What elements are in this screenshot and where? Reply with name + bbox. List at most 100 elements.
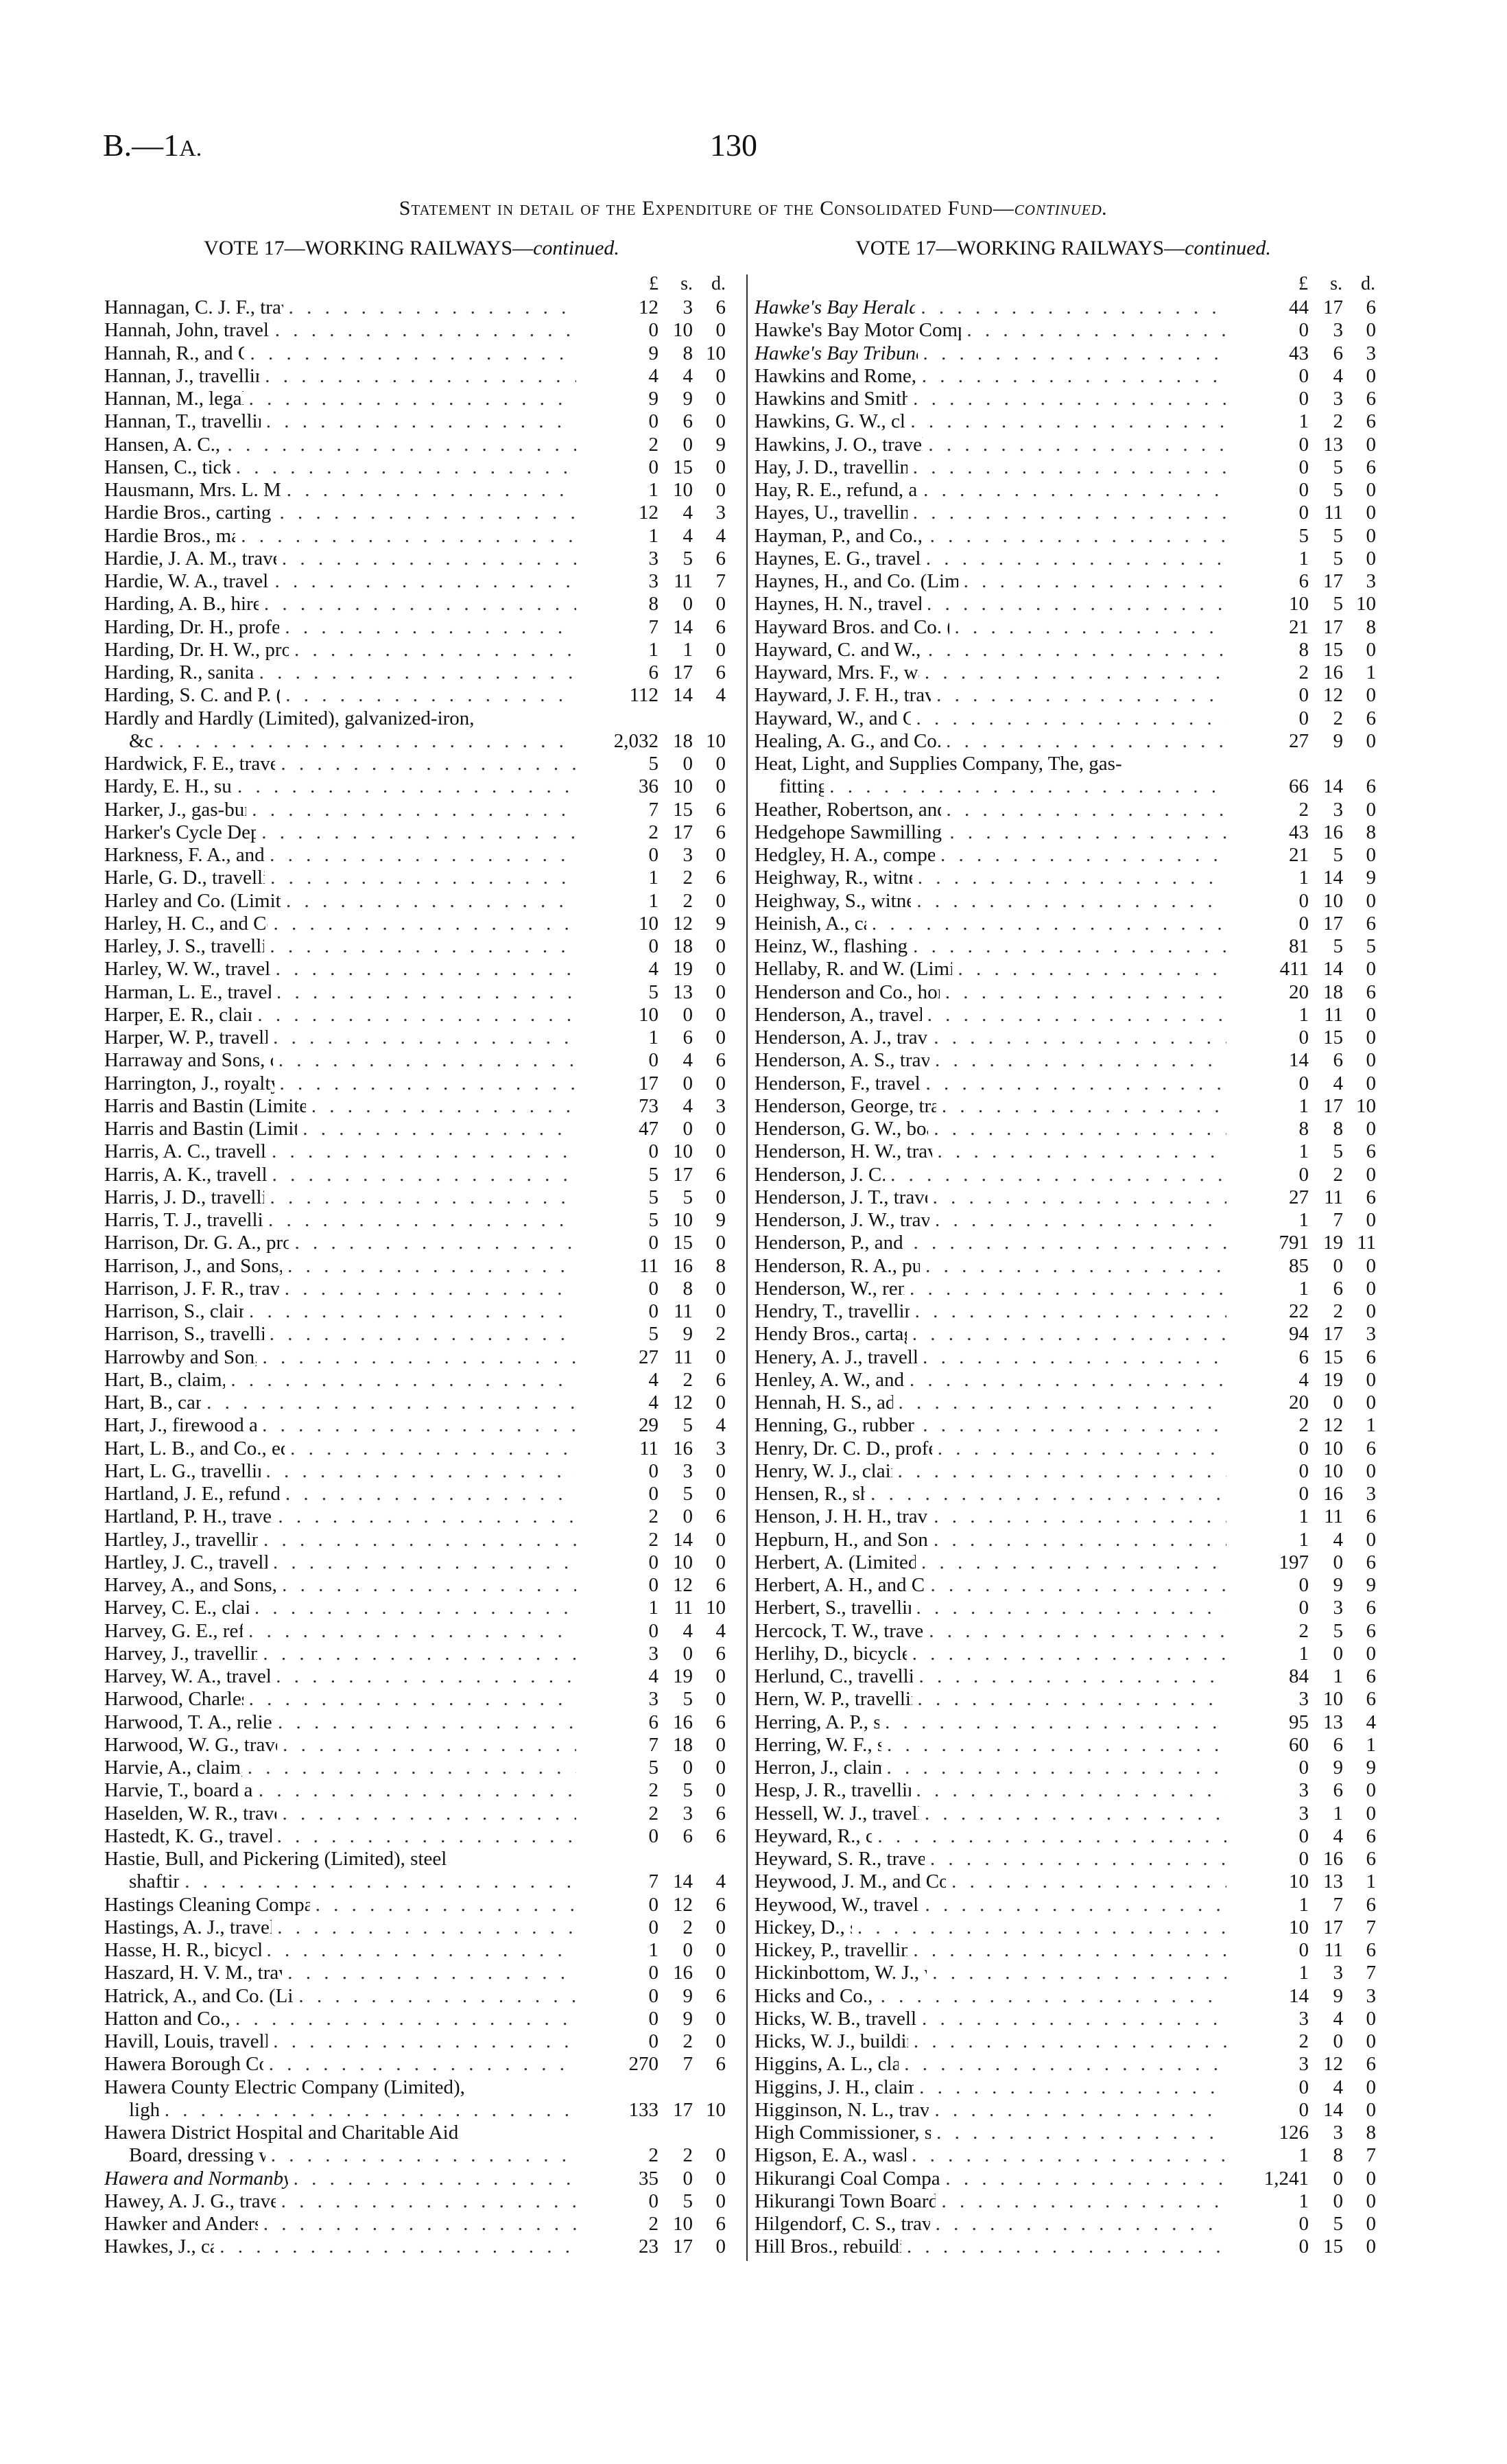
entry-name-text: Hayward Bros. and Co. (Limited), paint, …	[755, 615, 949, 638]
ledger-entry: Henderson, P., and Co., freight. . . . .…	[755, 1232, 1376, 1254]
ledger-entry: Hawkins, G. W., claim, liquor. . . . . .…	[755, 410, 1376, 433]
amount-pence: 0	[715, 1779, 726, 1802]
ledger-entry: Harkness, F. A., and Co., cartage. . . .…	[104, 844, 726, 867]
amount-pounds: 1	[1298, 867, 1309, 889]
entry-name: Higson, E. A., washing towels	[755, 2144, 906, 2167]
statement-title-text: Statement in detail of the Expenditure o…	[399, 197, 1014, 220]
ledger-entry: Henderson, F., travelling-expenses. . . …	[755, 1072, 1376, 1095]
dot-leader: . . . . . . . . . . . . . . . . . . . . …	[917, 1688, 1226, 1711]
amount-pounds: 14	[1289, 1984, 1309, 2007]
amount-pence: 6	[1366, 296, 1377, 318]
amount-pounds: 5	[648, 753, 659, 775]
amount-pence: 0	[715, 753, 726, 775]
entry-name: Hilgendorf, C. S., travelling-expenses	[755, 2213, 930, 2236]
amount-pence: 10	[706, 342, 726, 364]
dot-leader: . . . . . . . . . . . . . . . . . . . . …	[934, 1026, 1226, 1048]
dot-leader: . . . . . . . . . . . . . . . . . . . . …	[913, 1232, 1226, 1254]
ledger-entry-continuation: &c.. . . . . . . . . . . . . . . . . . .…	[104, 730, 726, 753]
amount-pence: 6	[1366, 1619, 1377, 1642]
dot-leader: . . . . . . . . . . . . . . . . . . . . …	[937, 1437, 1226, 1459]
entry-name-text: Henderson, George, travelling-expenses	[755, 1094, 936, 1117]
entry-name-text: Haynes, H., and Co. (Limited), cases, ma…	[755, 570, 958, 592]
entry-name-text: Hayward, W., and Co., cab-hire	[755, 707, 911, 729]
amount-shillings: 5	[1333, 844, 1344, 866]
ledger-entry: Henderson, J. T., travelling-expenses. .…	[755, 1186, 1376, 1209]
entry-name-text: Harman, L. E., travelling-expenses	[104, 981, 271, 1003]
amount-pence: 9	[1366, 1757, 1377, 1779]
amount-pounds: 4	[648, 1665, 659, 1687]
amount-pence: 6	[715, 1049, 726, 1072]
ledger-entry: Herlund, C., travelling-expenses. . . . …	[755, 1665, 1376, 1688]
entry-name-text: Henderson, J. W., travelling-expenses	[755, 1209, 930, 1231]
dot-leader: . . . . . . . . . . . . . . . . . . . . …	[916, 889, 1226, 912]
dot-leader: . . . . . . . . . . . . . . . . . . . . …	[279, 1072, 576, 1094]
amount-pounds: 133	[628, 2098, 659, 2121]
entry-name: Harrison, J. F. R., travelling-expenses	[104, 1278, 279, 1300]
ledger-entry: Hawera District Hospital and Charitable …	[104, 2122, 726, 2144]
entry-name-text: Herring, W. F., sleepers	[755, 1733, 881, 1756]
entry-name: Hikurangi Town Board, sanitary service	[755, 2190, 936, 2213]
entry-name: Heighway, S., witness expenses	[755, 890, 911, 913]
dot-leader: . . . . . . . . . . . . . . . . . . . . …	[268, 2053, 576, 2076]
amount-pounds: 1	[1298, 1277, 1309, 1300]
amount-pence: 4	[1366, 1711, 1377, 1733]
entry-name-text: Heat, Light, and Supplies Company, The, …	[755, 753, 1122, 775]
amount-shillings: 11	[674, 1300, 693, 1322]
ledger-entry: Henning, G., rubber solution, &c. . . . .…	[755, 1414, 1376, 1437]
entry-name: Hicks, W. J., building chimney	[755, 2030, 908, 2053]
entry-name-text: Harkness, F. A., and Co., cartage	[104, 844, 265, 866]
amount-shillings: 18	[673, 1733, 693, 1756]
amount-pence: 6	[715, 821, 726, 843]
entry-name-text: Hay, R. E., refund, ambulance fee	[755, 479, 918, 501]
amount-pounds: 1	[1298, 2190, 1309, 2212]
amount-pence: 6	[715, 661, 726, 683]
dot-leader: . . . . . . . . . . . . . . . . . . . . …	[275, 958, 576, 981]
entry-name-text: Herbert, A. (Limited), machinery	[755, 1551, 916, 1573]
amount-pounds: 9	[648, 342, 659, 364]
entry-name-text: Herring, A. P., sleepers	[755, 1711, 880, 1733]
amount-pence: 0	[715, 1962, 726, 1984]
entry-name-text: Harle, G. D., travelling-expenses	[104, 867, 265, 889]
amount-pence: 9	[715, 1209, 726, 1231]
amount-pounds: 6	[648, 661, 659, 683]
entry-name: Harvie, T., board and lodging	[104, 1779, 253, 1802]
dot-leader: . . . . . . . . . . . . . . . . . . . . …	[930, 1574, 1226, 1596]
amount-pounds: 0	[1298, 1026, 1309, 1048]
ledger-entry: Hawera County Electric Company (Limited)…	[104, 2076, 726, 2099]
ledger-entry: Heinish, A., cartage. . . . . . . . . . …	[755, 913, 1376, 935]
dot-leader: . . . . . . . . . . . . . . . . . . . . …	[287, 1962, 576, 1984]
ledger-entry: Healing, A. G., and Co., felt, baskets, …	[755, 730, 1376, 753]
amount-shillings: 5	[683, 1414, 693, 1437]
entry-name-text: Hedgehope Sawmilling Company, sleepers	[755, 821, 944, 843]
entry-name-text: Hennah, H. S., advertising	[755, 1392, 893, 1413]
amount-pence: 10	[706, 1597, 726, 1619]
amount-pence: 9	[715, 433, 726, 456]
dot-leader: . . . . . . . . . . . . . . . . . . . . …	[936, 684, 1226, 707]
ledger-entry: Harrison, S., travelling-expenses. . . .…	[104, 1323, 726, 1346]
amount-pounds: 4	[648, 958, 659, 981]
ledger-entry: Hartland, P. H., travelling-expenses . . …	[104, 1505, 726, 1528]
amount-pence: 0	[715, 1483, 726, 1505]
amount-pounds: 0	[1298, 707, 1309, 729]
amount-pence: 4	[715, 1619, 726, 1642]
entry-name: Hardwick, F. E., travelling-expenses	[104, 753, 275, 775]
entry-name-text: Harker's Cycle Depot, burners	[104, 821, 257, 843]
amount-shillings: 5	[683, 1483, 693, 1505]
ledger-entry: Hennah, H. S., advertising. . . . . . . …	[755, 1392, 1376, 1414]
ledger-entry: Hickinbottom, W. J., washing towels. . .…	[755, 1962, 1376, 1984]
amount-pounds: 36	[639, 775, 658, 798]
entry-name: Harding, R., sanitary services	[104, 661, 254, 684]
entry-name-text: Henderson, G. W., board and lodging	[755, 1118, 928, 1140]
entry-name-text: Hicks and Co., clocks	[755, 1984, 875, 2007]
amount-pounds: 411	[1279, 958, 1309, 981]
ledger-entry: Hart, B., cartage. . . . . . . . . . . .…	[104, 1392, 726, 1414]
dot-leader: . . . . . . . . . . . . . . . . . . . . …	[910, 410, 1226, 433]
amount-pounds: 10	[1289, 1916, 1309, 1938]
entry-name-text: Hicks, W. B., travelling-expenses	[755, 2007, 917, 2030]
vote-heading-left: VOTE 17—WORKING RAILWAYS—continued.	[103, 237, 720, 260]
dot-leader: . . . . . . . . . . . . . . . . . . . . …	[263, 1528, 576, 1551]
amount-pounds: 1,241	[1263, 2167, 1309, 2190]
ledger-entry: Harris, A. K., travelling-expenses. . . …	[104, 1164, 726, 1186]
amount-shillings: 6	[1333, 1277, 1344, 1300]
entry-name-text: Hawey, A. J. G., travelling-expenses	[104, 2190, 276, 2212]
